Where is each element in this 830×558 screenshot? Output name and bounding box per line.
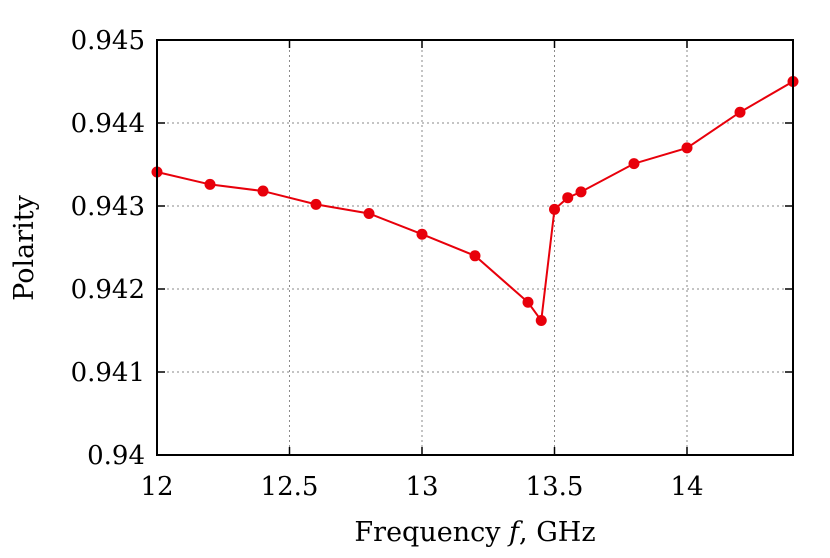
data-point [363,207,375,219]
grid [157,40,793,455]
x-axis-title-part: , GHz [519,517,596,548]
y-tick-label: 0.944 [71,109,145,139]
data-point [535,315,547,327]
data-point [310,198,322,210]
x-tick-label: 12.5 [261,472,319,502]
tick-labels: 12 12.5 13 13.5 14 0.94 0.941 0.942 0.943 0.944 0.… [71,26,704,502]
x-axis-title: Frequency f, GHz [354,517,595,548]
series-group [151,76,799,327]
y-tick-label: 0.945 [71,26,145,56]
plot-frame [156,39,794,456]
data-point [469,250,481,262]
y-tick-label: 0.94 [87,441,145,471]
x-tick-label: 13.5 [526,472,584,502]
data-point [204,178,216,190]
data-point [562,192,574,204]
x-tick-label: 13 [405,472,438,502]
data-point [734,106,746,118]
data-point [257,185,269,197]
data-point [628,158,640,170]
axis-ticks [156,39,793,456]
x-tick-label: 12 [140,472,173,502]
x-tick-label: 14 [670,472,703,502]
data-point [522,296,534,308]
data-point [416,228,428,240]
x-axis-title-part: Frequency [354,517,509,548]
y-tick-label: 0.941 [71,358,145,388]
y-axis-title: Polarity [9,194,40,300]
x-axis-title-variable: f [507,517,523,548]
y-tick-label: 0.942 [71,275,145,305]
data-point [549,203,560,215]
data-point [575,186,587,198]
y-tick-label: 0.943 [71,192,145,222]
series-line [156,80,794,324]
data-point [681,142,693,154]
